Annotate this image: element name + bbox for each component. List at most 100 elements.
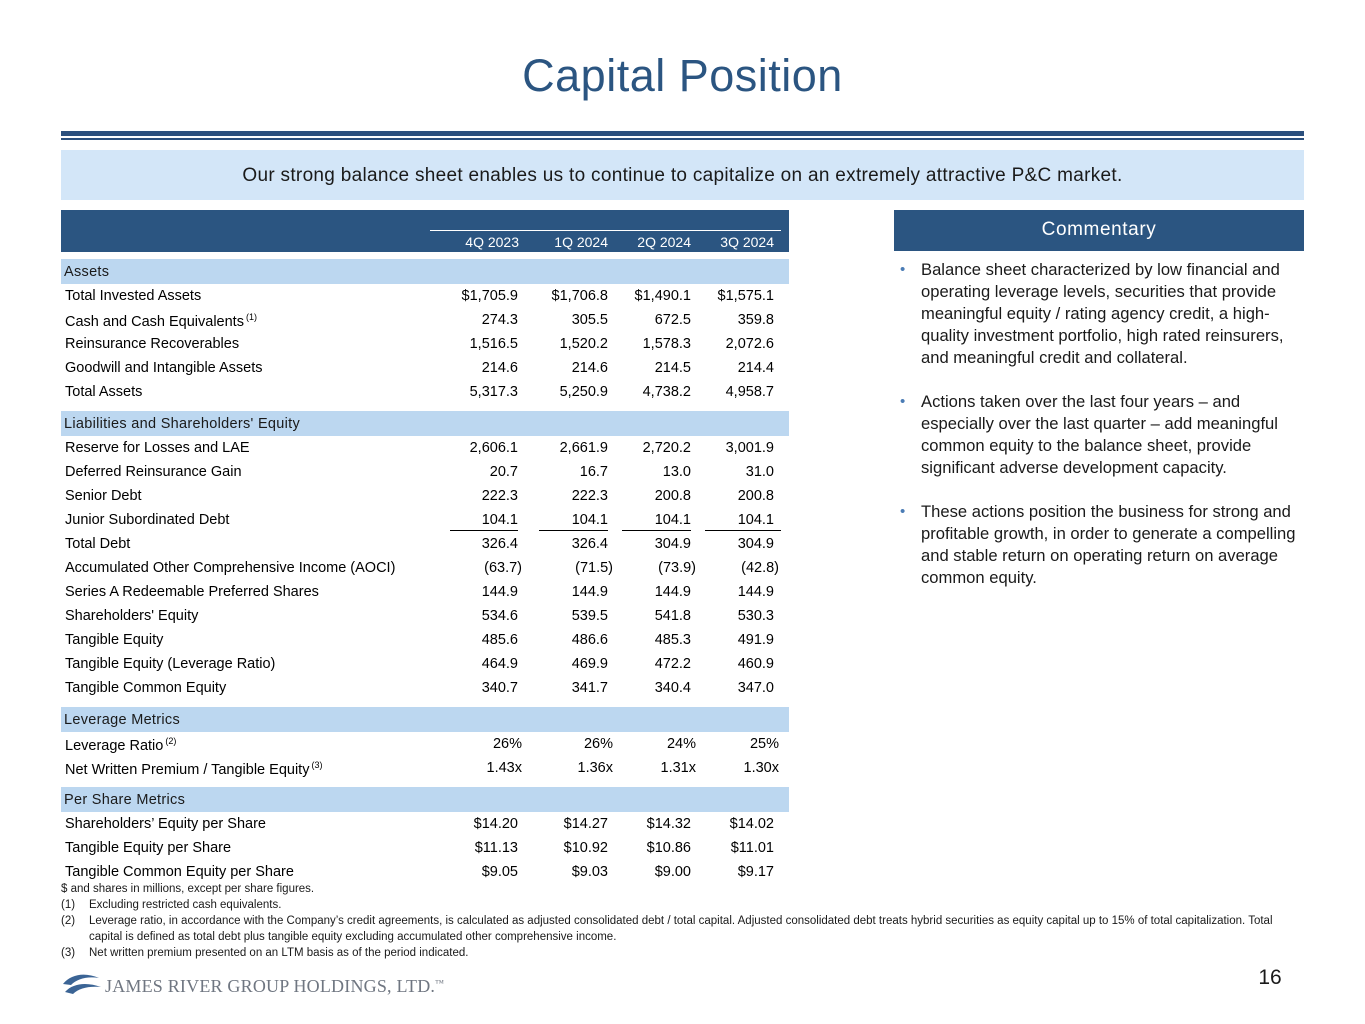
table-cell: 222.3 (481, 488, 518, 504)
table-cell: 2,720.2 (642, 440, 691, 456)
bullet-dot-icon: • (900, 261, 906, 278)
table-cell: 347.0 (737, 680, 774, 696)
row-label: Shareholders' Equity (65, 608, 198, 624)
table-cell: 1.36x (577, 760, 613, 776)
table-row: Reinsurance Recoverables 1,516.5 1,520.2 1,… (61, 332, 789, 356)
table-cell: (71.5) (575, 560, 613, 576)
row-label-text: Shareholders' Equity (65, 608, 199, 624)
row-label-text: Reserve for Losses and LAE (65, 440, 250, 456)
row-label-text: Tangible Common Equity per Share (65, 864, 294, 880)
commentary-text: Balance sheet characterized by low finan… (921, 260, 1284, 367)
table-row: Junior Subordinated Debt 104.1 104.1 104.1 1… (61, 508, 789, 532)
table-row: Tangible Equity 485.6 486.6 485.3 491.9 (61, 628, 789, 652)
table-cell: 214.5 (654, 360, 691, 376)
table-cell: 25% (749, 736, 779, 752)
row-label-text: Total Debt (65, 536, 131, 552)
row-label-text: Accumulated Other Comprehensive Income (… (65, 560, 396, 576)
title-rule (61, 131, 1304, 136)
table-cell: 485.6 (481, 632, 518, 648)
table-cell: 486.6 (571, 632, 608, 648)
table-cell: 144.9 (654, 584, 691, 600)
table-cell: $9.00 (654, 864, 691, 880)
company-logo: JAMES RIVER GROUP HOLDINGS, LTD.™ (61, 968, 444, 1002)
row-label: Net Written Premium / Tangible Equity (3) (65, 760, 322, 778)
table-cell: (63.7) (484, 560, 522, 576)
commentary-heading: Commentary (894, 210, 1304, 251)
table-cell: 274.3 (481, 312, 518, 328)
table-cell: $14.27 (563, 816, 608, 832)
row-label-text: Total Assets (65, 384, 143, 400)
table-cell: 16.7 (579, 464, 608, 480)
table-row: Cash and Cash Equivalents (1) 274.3 305.5 67… (61, 308, 789, 332)
table-cell: $1,490.1 (634, 288, 691, 304)
row-label-text: Series A Redeemable Preferred Shares (65, 584, 319, 600)
row-label-text: Leverage Ratio (65, 738, 164, 754)
row-label: Tangible Equity per Share (65, 840, 231, 856)
header-rule (430, 230, 781, 231)
row-label: Reinsurance Recoverables (65, 336, 239, 352)
row-label: Deferred Reinsurance Gain (65, 464, 242, 480)
table-row: Series A Redeemable Preferred Shares 144.… (61, 580, 789, 604)
table-cell: 214.6 (571, 360, 608, 376)
table-row: Tangible Common Equity per Share $9.05 $9.… (61, 860, 789, 884)
row-label: Total Invested Assets (65, 288, 201, 304)
table-cell: 304.9 (737, 536, 774, 552)
table-cell: 104.1 (737, 512, 774, 528)
table-row: Senior Debt 222.3 222.3 200.8 200.8 (61, 484, 789, 508)
table-cell: 326.4 (481, 536, 518, 552)
table-cell: 469.9 (571, 656, 608, 672)
table-cell: 472.2 (654, 656, 691, 672)
row-label-text: Tangible Common Equity (65, 680, 227, 696)
commentary-bullet: • Balance sheet characterized by low fina… (898, 259, 1308, 369)
commentary-text: Actions taken over the last four years –… (921, 392, 1278, 477)
footnote-number: (2) (61, 915, 76, 927)
table-cell: 1.31x (660, 760, 696, 776)
table-row: Accumulated Other Comprehensive Income (… (61, 556, 789, 580)
table-cell: 1,578.3 (642, 336, 691, 352)
footnotes: $ and shares in millions, except per sha… (61, 881, 1291, 961)
table-cell: 460.9 (737, 656, 774, 672)
table-cell: (42.8) (741, 560, 779, 576)
row-label-text: Junior Subordinated Debt (65, 512, 230, 528)
table-cell: 304.9 (654, 536, 691, 552)
table-cell: 1.30x (743, 760, 779, 776)
table-cell: 2,606.1 (469, 440, 518, 456)
table-row: Shareholders' Equity 534.6 539.5 541.8 530.3 (61, 604, 789, 628)
table-cell: 1.43x (486, 760, 522, 776)
table-cell: $1,705.9 (461, 288, 518, 304)
table-cell: 4,958.7 (725, 384, 774, 400)
footnote-text: Excluding restricted cash equivalents. (89, 899, 282, 911)
table-cell: $1,706.8 (551, 288, 608, 304)
table-cell: 672.5 (654, 312, 691, 328)
table-cell: 104.1 (481, 512, 518, 528)
table-cell: 541.8 (654, 608, 691, 624)
row-label-text: Shareholders’ Equity per Share (65, 816, 266, 832)
table-cell: 534.6 (481, 608, 518, 624)
table-cell: 530.3 (737, 608, 774, 624)
table-cell: 2,661.9 (559, 440, 608, 456)
commentary-bullet: • Actions taken over the last four years … (898, 391, 1308, 479)
table-cell: $9.17 (737, 864, 774, 880)
row-label: Tangible Equity (65, 632, 163, 648)
row-label-text: Tangible Equity (65, 632, 164, 648)
table-cell: 341.7 (571, 680, 608, 696)
table-cell: 539.5 (571, 608, 608, 624)
bullet-dot-icon: • (900, 503, 906, 520)
table-row: Total Debt 326.4 326.4 304.9 304.9 (61, 532, 789, 556)
footnote-number: (3) (61, 947, 76, 959)
table-cell: 26% (492, 736, 522, 752)
table-cell: 200.8 (654, 488, 691, 504)
table-cell: 20.7 (489, 464, 518, 480)
table-cell: 144.9 (571, 584, 608, 600)
footnote: (3) Net written premium presented on an L… (61, 945, 1291, 961)
table-cell: $14.20 (473, 816, 518, 832)
table-cell: 3,001.9 (725, 440, 774, 456)
row-label: Leverage Ratio (2) (65, 736, 176, 754)
table-cell: $9.03 (571, 864, 608, 880)
subtotal-rule (539, 530, 608, 531)
footnote-text: Net written premium presented on an LTM … (89, 947, 469, 959)
row-label: Senior Debt (65, 488, 142, 504)
table-cell: 26% (583, 736, 613, 752)
table-cell: $14.32 (646, 816, 691, 832)
table-cell: $10.86 (646, 840, 691, 856)
